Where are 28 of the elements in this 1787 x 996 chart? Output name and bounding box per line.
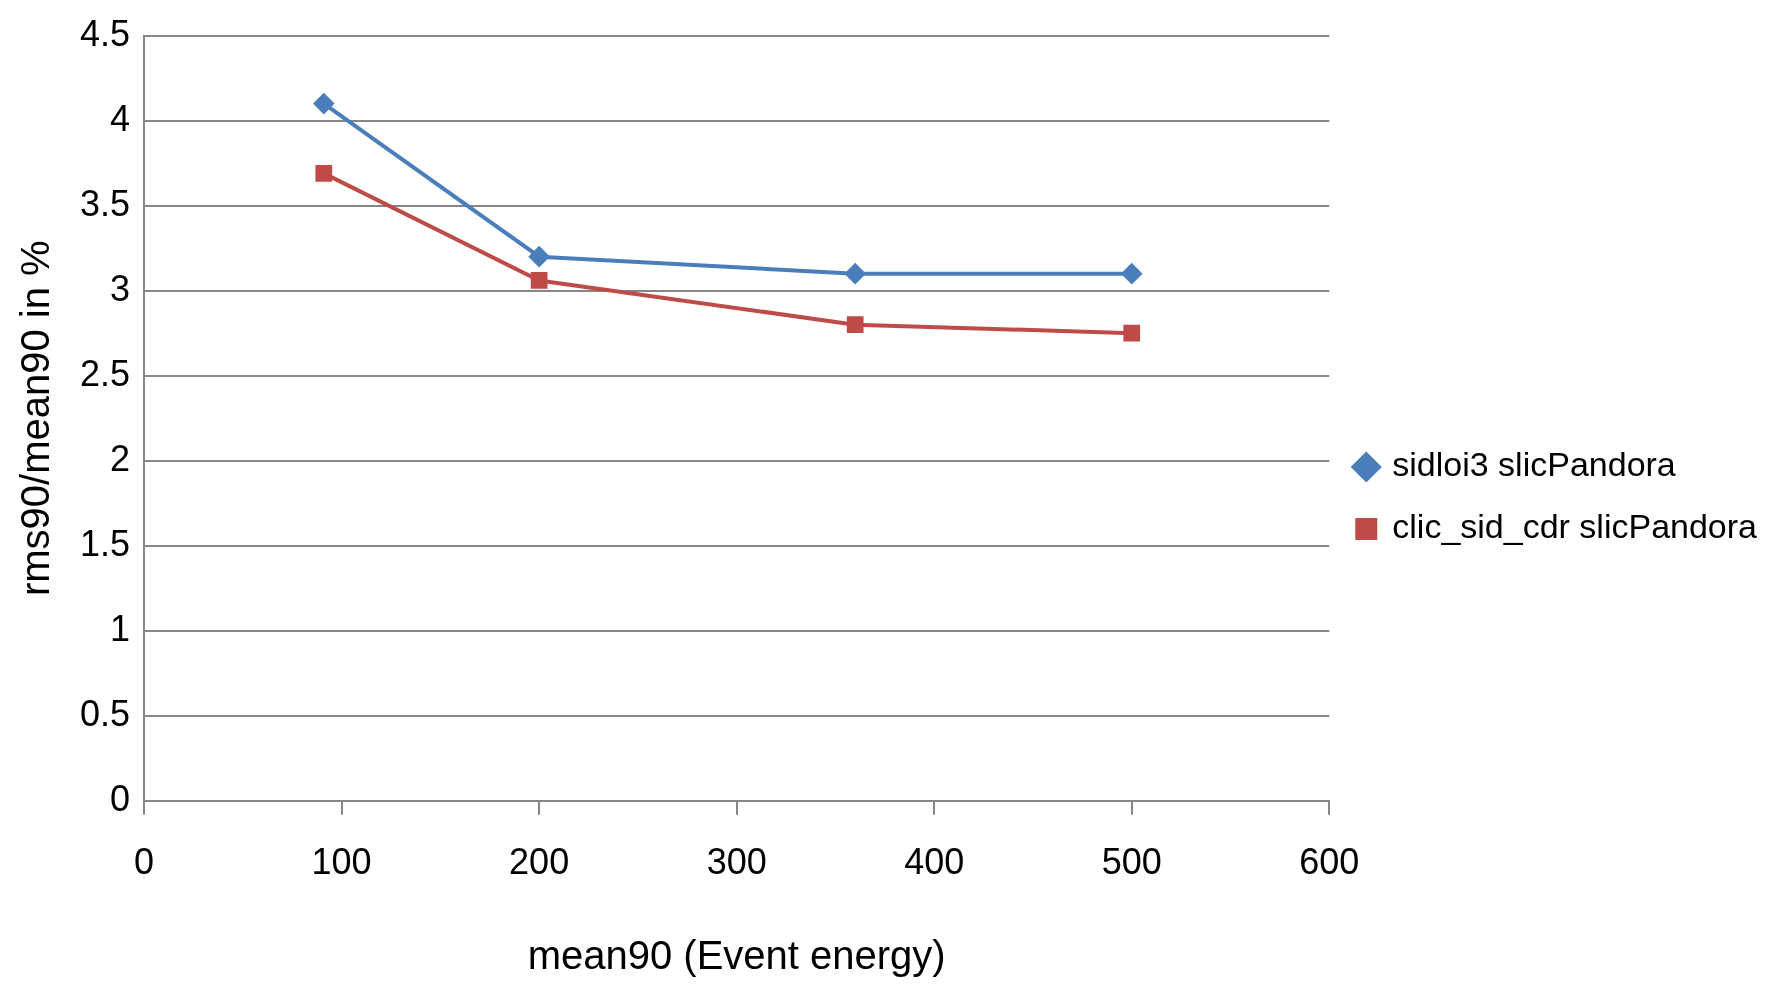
x-tick-label: 400 — [904, 841, 965, 883]
point — [1123, 324, 1141, 342]
legend-label: clic_sid_cdr slicPandora — [1392, 507, 1758, 546]
point — [846, 316, 864, 334]
x-axis-title: mean90 (Event energy) — [527, 933, 946, 978]
y-axis-title: rms90/mean90 in % — [13, 240, 58, 597]
y-tick-label: 0 — [110, 777, 131, 819]
point — [315, 164, 333, 182]
x-tick-label: 300 — [706, 841, 767, 883]
y-tick-label: 3 — [110, 267, 131, 309]
y-tick-label: 1 — [110, 607, 131, 649]
x-tick-label: 100 — [311, 841, 372, 883]
y-tick-label: 4 — [110, 97, 131, 139]
x-tick-label: 600 — [1299, 841, 1360, 883]
point — [529, 246, 550, 267]
x-tick-label: 500 — [1101, 841, 1162, 883]
legend-label: sidloi3 slicPandora — [1392, 445, 1676, 484]
y-tick-label: 1.5 — [80, 522, 131, 564]
y-tick-label: 0.5 — [80, 692, 131, 734]
y-tick-label: 2.5 — [80, 352, 131, 394]
point — [845, 263, 866, 284]
point — [1121, 263, 1142, 284]
point — [530, 272, 548, 289]
y-tick-label: 4.5 — [80, 12, 131, 54]
y-tick-label: 3.5 — [80, 182, 131, 224]
x-tick-label: 200 — [509, 841, 570, 883]
point — [313, 93, 334, 114]
y-tick-label: 2 — [110, 437, 131, 479]
